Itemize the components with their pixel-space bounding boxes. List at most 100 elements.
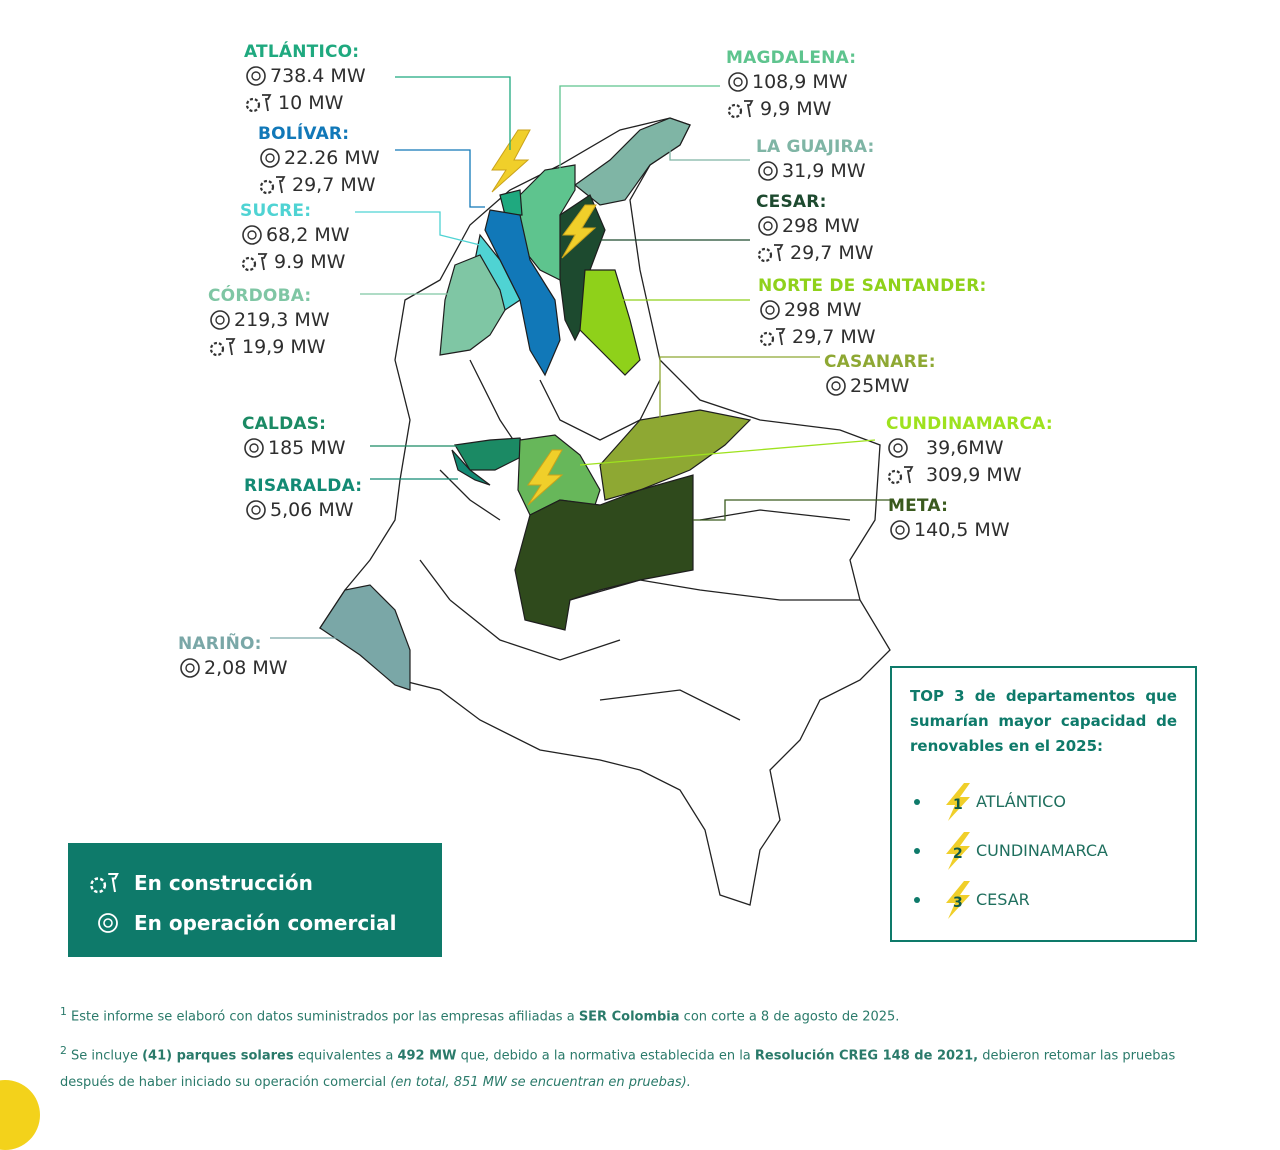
- footnote-mark: 1: [60, 1005, 67, 1018]
- footnote-bold: SER Colombia: [578, 1009, 680, 1025]
- solar-panel-icon: [760, 299, 780, 320]
- gear-hammer-icon: [209, 337, 236, 356]
- solar-panel-icon: [246, 499, 266, 520]
- footnote-text: equivalentes a: [297, 1048, 394, 1064]
- bolt-icon: 2: [942, 831, 972, 870]
- footnote-1: 1 Este informe se elaboró con datos sumi…: [60, 999, 1220, 1030]
- construction-value: 309,9 MW: [926, 463, 1022, 486]
- colombia-map: [270, 76, 891, 906]
- footnote-bold: 492 MW: [397, 1048, 457, 1064]
- dept-name: NORTE DE SANTANDER:: [758, 276, 987, 296]
- dept-name: CESAR:: [756, 192, 827, 212]
- dept-label-bolivar: BOLÍVAR: 22.26 MW 29,7 MW: [258, 124, 380, 198]
- top3-intro-text: de departamentos que sumarían mayor capa…: [910, 687, 1177, 755]
- dept-name: CÓRDOBA:: [208, 286, 312, 306]
- operation-row: 738.4 MW: [244, 62, 366, 89]
- rank-number: 3: [953, 894, 963, 911]
- dept-label-cordoba: CÓRDOBA: 219,3 MW 19,9 MW: [208, 286, 330, 360]
- rank-number: 2: [953, 845, 963, 862]
- dept-label-casanare: CASANARE: 25MW: [824, 352, 936, 399]
- construction-row: 29,7 MW: [756, 239, 874, 266]
- solar-panel-icon: [728, 71, 748, 92]
- dept-label-norte-santander: NORTE DE SANTANDER: 298 MW 29,7 MW: [758, 276, 986, 350]
- bolt-icon-cesar: [561, 204, 597, 259]
- dept-label-risaralda: RISARALDA: 5,06 MW: [244, 476, 362, 523]
- top3-item: 3 CESAR: [910, 875, 1177, 924]
- footnote-text: Se incluye: [71, 1048, 138, 1064]
- construction-value: 9.9 MW: [274, 250, 346, 273]
- dept-label-cundinamarca: CUNDINAMARCA: 39,6MW 309,9 MW: [886, 414, 1053, 488]
- construction-value: 29,7 MW: [790, 241, 874, 264]
- footnote-bold: (41) parques solares: [142, 1048, 294, 1064]
- region-meta: [514, 474, 694, 631]
- gear-hammer-icon: [727, 99, 754, 118]
- operation-value: 140,5 MW: [914, 518, 1010, 541]
- gear-hammer-icon: [259, 175, 286, 194]
- dept-name: META:: [888, 496, 949, 516]
- operation-row: 298 MW: [758, 296, 986, 323]
- construction-row: 29,7 MW: [258, 171, 380, 198]
- dept-label-sucre: SUCRE: 68,2 MW 9.9 MW: [240, 201, 350, 275]
- dept-name: NARIÑO:: [178, 634, 262, 654]
- dept-label-la-guajira: LA GUAJIRA: 31,9 MW: [756, 137, 875, 184]
- region-line: [419, 559, 451, 601]
- region-line: [539, 379, 661, 441]
- footnote-text: que, debido a la normativa establecida e…: [460, 1048, 751, 1064]
- footnote-bold: Resolución CREG 148 de 2021,: [754, 1048, 979, 1064]
- region-line: [599, 689, 741, 721]
- construction-row: 29,7 MW: [758, 323, 986, 350]
- dept-label-caldas: CALDAS: 185 MW: [242, 414, 345, 461]
- region-norte-santander: [579, 269, 641, 376]
- construction-row: 19,9 MW: [208, 333, 330, 360]
- dept-name: ATLÁNTICO:: [244, 42, 360, 62]
- region-line: [439, 469, 501, 521]
- operation-row: 31,9 MW: [756, 157, 875, 184]
- operation-value: 22.26 MW: [284, 146, 380, 169]
- region-line: [699, 509, 851, 521]
- operation-value: 185 MW: [268, 436, 346, 459]
- construction-value: 29,7 MW: [292, 173, 376, 196]
- gear-hammer-icon: [241, 252, 268, 271]
- region-atlantico: [499, 189, 523, 216]
- construction-row: 10 MW: [244, 89, 366, 116]
- dept-name: BOLÍVAR:: [258, 124, 350, 144]
- operation-value: 298 MW: [782, 214, 860, 237]
- gear-hammer-icon: [759, 327, 786, 346]
- footnote-text: debieron retomar las pruebas después de …: [60, 1048, 1176, 1090]
- solar-panel-icon: [890, 519, 910, 540]
- legend-operation-label: En operación comercial: [134, 911, 397, 935]
- legend-construction-label: En construcción: [134, 871, 313, 895]
- operation-row: 68,2 MW: [240, 221, 350, 248]
- solar-panel-icon: [758, 160, 778, 181]
- operation-row: 25MW: [824, 372, 936, 399]
- footnote-text: con corte a 8 de agosto de 2025.: [683, 1009, 900, 1025]
- dept-name: CASANARE:: [824, 352, 936, 372]
- top3-item-name: CUNDINAMARCA: [976, 841, 1108, 860]
- operation-value: 5,06 MW: [270, 498, 354, 521]
- top3-box: TOP 3 de departamentos que sumarían mayo…: [890, 666, 1197, 942]
- solar-panel-icon: [242, 224, 262, 245]
- legend-construction: En construcción: [88, 863, 442, 903]
- footnote-italic: (en total, 851 MW se encuentran en prueb…: [390, 1074, 691, 1090]
- bolt-icon: 1: [942, 782, 972, 821]
- operation-value: 738.4 MW: [270, 64, 366, 87]
- footnote-text: Este informe se elaboró con datos sumini…: [71, 1009, 575, 1025]
- dept-label-narino: NARIÑO: 2,08 MW: [178, 634, 288, 681]
- solar-panel-icon: [888, 437, 908, 458]
- operation-value: 31,9 MW: [782, 159, 866, 182]
- bullet-icon: [914, 896, 920, 903]
- solar-panel-icon: [180, 657, 200, 678]
- gear-hammer-icon: [245, 93, 272, 112]
- construction-row: 309,9 MW: [886, 461, 1053, 488]
- solar-panel-icon: [210, 309, 230, 330]
- solar-panel-icon: [826, 375, 846, 396]
- solar-panel-icon: [98, 913, 118, 933]
- top3-intro-prefix: TOP 3: [910, 687, 965, 705]
- dept-name: SUCRE:: [240, 201, 312, 221]
- operation-value: 298 MW: [784, 298, 862, 321]
- operation-value: 219,3 MW: [234, 308, 330, 331]
- region-narino: [319, 584, 411, 691]
- region-risaralda: [451, 449, 491, 486]
- operation-value: 39,6MW: [926, 436, 1004, 459]
- operation-value: 25MW: [850, 374, 910, 397]
